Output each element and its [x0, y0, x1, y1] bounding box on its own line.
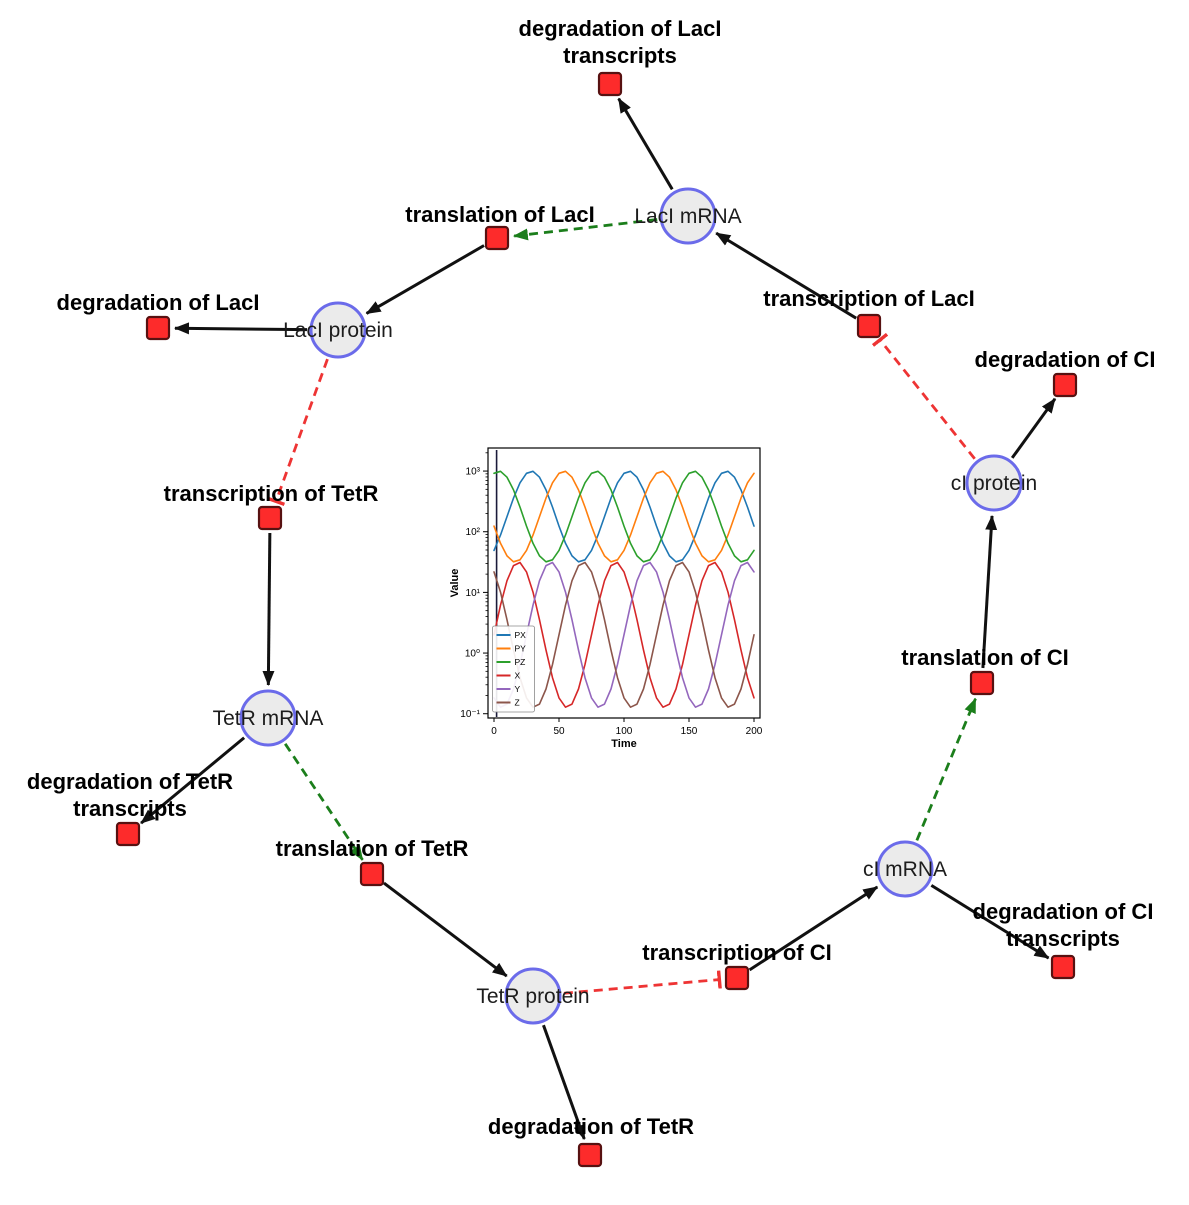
edge-modifier-tetr-mrna-to-transl-tetr: [284, 743, 364, 861]
species-label-tetr-mrna: TetR mRNA: [213, 707, 324, 730]
species-label-laci-mrna: LacI mRNA: [634, 205, 741, 228]
y-tick-label: 10³: [466, 467, 481, 478]
species-node-tetr-mrna[interactable]: [239, 689, 297, 747]
x-axis-label: Time: [611, 738, 636, 750]
inset-timecourse-chart: 10⁻¹ 10⁰ 10¹ 10² 10³ 0 50 100 150 200 Value Time PX P…: [449, 447, 763, 750]
legend-label-PY: PY: [515, 644, 527, 654]
reaction-label-transl-ci-line1: translation of CI: [901, 645, 1068, 670]
edge-modifier-laci-mrna-to-transl-laci: [512, 218, 658, 241]
edge-consume-ci-protein-to-deg-ci: [1010, 397, 1057, 459]
series-line-X: [493, 561, 755, 708]
edge-produce-transcr-tetr-to-tetr-mrna: [262, 532, 275, 687]
reaction-node-transl-ci[interactable]: [969, 670, 995, 696]
edge-consume-tetr-mrna-to-deg-tetr-tx: [140, 736, 246, 825]
reaction-label-transcr-tetr-line1: transcription of TetR: [164, 481, 379, 506]
reaction-label-deg-tetr-tx-line2: transcripts: [73, 796, 187, 821]
reaction-label-transcr-laci-line1: transcription of LacI: [763, 286, 974, 311]
reaction-label-deg-ci-line1: degradation of CI: [975, 347, 1156, 372]
y-tick-label: 10²: [466, 527, 481, 538]
edge-consume-tetr-protein-to-deg-tetr: [542, 1024, 586, 1140]
x-tick-label: 100: [616, 726, 633, 737]
reaction-label-deg-laci-tx-line1: degradation of LacI: [519, 16, 722, 41]
species-node-ci-protein[interactable]: [965, 454, 1023, 512]
reaction-node-transl-laci[interactable]: [484, 225, 510, 251]
edge-inhibit-laci-protein-to-transcr-tetr: [266, 358, 329, 507]
reaction-label-deg-ci-tx-line1: degradation of CI: [973, 899, 1154, 924]
reaction-label-transl-laci-line1: translation of LacI: [405, 202, 594, 227]
reaction-label-transl-tetr-line1: translation of TetR: [276, 836, 469, 861]
x-tick-label: 150: [681, 726, 698, 737]
x-tick-label: 50: [553, 726, 565, 737]
reaction-node-transcr-ci[interactable]: [724, 965, 750, 991]
y-axis-label: Value: [449, 569, 461, 598]
legend-label-Y: Y: [515, 684, 521, 694]
x-tick-label: 0: [491, 726, 497, 737]
reaction-node-transl-tetr[interactable]: [359, 861, 385, 887]
x-tick-label: 200: [746, 726, 763, 737]
edge-consume-ci-mrna-to-deg-ci-tx: [930, 884, 1050, 960]
reaction-node-deg-laci[interactable]: [145, 315, 171, 341]
y-tick-label: 10¹: [466, 588, 481, 599]
edge-consume-laci-mrna-to-deg-laci-tx: [617, 97, 674, 191]
edge-produce-transcr-laci-to-laci-mrna: [715, 231, 857, 320]
reaction-label-deg-laci-line1: degradation of LacI: [57, 290, 260, 315]
edge-inhibit-tetr-protein-to-transcr-ci: [563, 970, 722, 995]
species-node-tetr-protein[interactable]: [504, 967, 562, 1025]
series-line-Y: [493, 561, 755, 708]
series-line-PX: [493, 470, 755, 563]
species-node-laci-mrna[interactable]: [659, 187, 717, 245]
reaction-node-deg-ci-tx[interactable]: [1050, 954, 1076, 980]
series-line-PZ: [493, 470, 755, 563]
reaction-label-deg-tetr-tx-line1: degradation of TetR: [27, 769, 233, 794]
reaction-label-deg-ci-tx-line2: transcripts: [1006, 926, 1120, 951]
series-line-Z: [493, 561, 755, 708]
legend-label-PX: PX: [515, 630, 527, 640]
legend-label-PZ: PZ: [515, 657, 526, 667]
y-tick-label: 10⁻¹: [460, 709, 480, 720]
plot-frame: [487, 447, 761, 719]
reaction-node-deg-ci[interactable]: [1052, 372, 1078, 398]
reaction-label-transcr-ci-line1: transcription of CI: [642, 940, 831, 965]
species-label-laci-protein: LacI protein: [283, 319, 393, 342]
species-label-ci-mrna: cI mRNA: [863, 858, 947, 881]
series-line-PY: [493, 470, 755, 563]
reaction-node-deg-tetr[interactable]: [577, 1142, 603, 1168]
edges-layer: [140, 97, 1057, 1140]
reaction-node-deg-laci-tx[interactable]: [597, 71, 623, 97]
legend-box: [492, 625, 535, 713]
reaction-label-deg-laci-tx-line2: transcripts: [563, 43, 677, 68]
species-node-ci-mrna[interactable]: [876, 840, 934, 898]
species-node-laci-protein[interactable]: [309, 301, 367, 359]
edge-modifier-ci-mrna-to-transl-ci: [915, 697, 977, 841]
species-label-ci-protein: cI protein: [951, 472, 1037, 495]
edge-produce-transl-laci-to-laci-protein: [365, 244, 485, 315]
edge-inhibit-ci-protein-to-transcr-laci: [871, 332, 976, 460]
legend-label-X: X: [515, 671, 521, 681]
reaction-node-transcr-tetr[interactable]: [257, 505, 283, 531]
edge-produce-transl-tetr-to-tetr-protein: [383, 881, 508, 978]
edge-consume-laci-protein-to-deg-laci: [173, 322, 308, 335]
labels-layer: LacI mRNA LacI protein TetR mRNA TetR prote…: [27, 16, 1156, 1139]
nodes-layer: [115, 71, 1078, 1168]
y-tick-label: 10⁰: [465, 649, 480, 660]
edge-produce-transcr-ci-to-ci-mrna: [748, 885, 879, 972]
reaction-node-deg-tetr-tx[interactable]: [115, 821, 141, 847]
species-label-tetr-protein: TetR protein: [476, 985, 589, 1008]
edge-produce-transl-ci-to-ci-protein: [981, 514, 998, 669]
legend-label-Z: Z: [515, 698, 520, 708]
reaction-label-deg-tetr-line1: degradation of TetR: [488, 1114, 694, 1139]
reaction-node-transcr-laci[interactable]: [856, 313, 882, 339]
